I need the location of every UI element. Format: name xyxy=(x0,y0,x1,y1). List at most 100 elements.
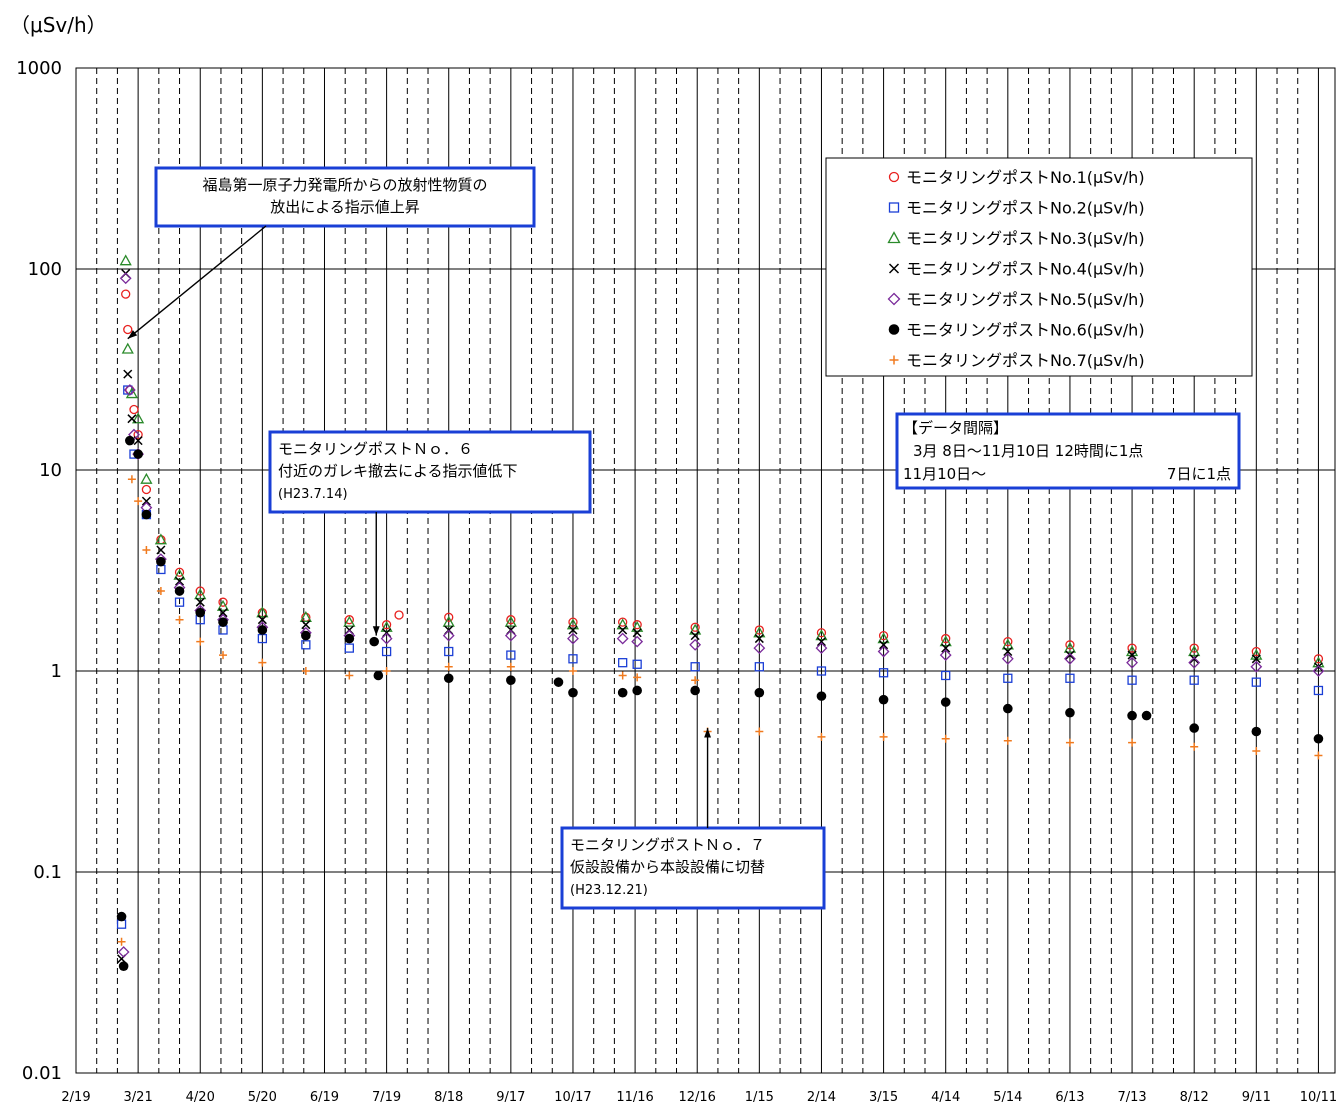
data-point xyxy=(878,668,889,678)
note-line: 11月10日～ xyxy=(903,465,986,483)
data-point xyxy=(119,272,132,285)
x-tick-label: 3/21 xyxy=(124,1090,153,1105)
data-point xyxy=(754,662,764,672)
data-point xyxy=(506,650,516,660)
series-3 xyxy=(119,254,1325,668)
data-point xyxy=(1189,675,1199,685)
y-axis: 1000 100 10 1 0.1 0.01 xyxy=(16,58,62,1084)
x-tick-label: 5/20 xyxy=(248,1090,277,1105)
data-point xyxy=(121,342,134,354)
data-point xyxy=(940,697,951,707)
data-point xyxy=(344,633,355,644)
data-point xyxy=(632,620,642,630)
annotation-text: 仮設設備から本設設備に切替 xyxy=(570,858,765,876)
grid-lines xyxy=(76,68,1335,1073)
data-point xyxy=(257,615,267,625)
data-point xyxy=(156,564,166,575)
data-point xyxy=(258,658,267,667)
data-point xyxy=(381,646,392,657)
x-tick-label: 8/18 xyxy=(434,1090,463,1105)
data-point xyxy=(141,484,152,495)
data-point xyxy=(877,645,890,658)
annotation-text: モニタリングポストＮｏ．６ xyxy=(278,440,473,458)
x-tick-label: 1/15 xyxy=(745,1090,774,1105)
legend-marker xyxy=(888,171,900,183)
data-point xyxy=(567,632,579,645)
data-point xyxy=(878,694,889,705)
data-point xyxy=(816,691,827,701)
data-point xyxy=(175,615,184,624)
data-point xyxy=(506,675,516,685)
data-point xyxy=(941,633,951,644)
x-tick-label: 4/20 xyxy=(186,1090,215,1105)
legend-marker xyxy=(889,355,899,365)
data-point xyxy=(616,632,629,645)
annotation-text: (H23.7.14) xyxy=(278,487,348,502)
data-point xyxy=(123,369,133,379)
data-point xyxy=(504,629,517,642)
data-point xyxy=(816,666,827,676)
y-tick-label: 100 xyxy=(28,259,62,280)
data-point xyxy=(442,629,455,642)
y-axis-unit: （μSv/h） xyxy=(10,13,107,37)
x-tick-label: 12/16 xyxy=(678,1090,715,1105)
data-point xyxy=(141,509,152,520)
data-point xyxy=(381,620,392,630)
data-point xyxy=(442,615,455,627)
data-point xyxy=(256,606,269,618)
data-point xyxy=(753,642,766,655)
data-point xyxy=(1064,652,1076,665)
y-tick-label: 10 xyxy=(39,460,62,481)
data-point xyxy=(195,607,206,618)
data-point xyxy=(117,946,130,958)
data-point xyxy=(1003,673,1013,683)
data-point xyxy=(125,435,135,446)
data-point xyxy=(690,685,700,696)
legend-entry: モニタリングポストNo.1(μSv/h) xyxy=(888,168,1145,187)
legend-entry: モニタリングポストNo.2(μSv/h) xyxy=(888,199,1145,218)
legend-marker xyxy=(888,263,900,274)
data-point xyxy=(633,673,642,682)
data-point xyxy=(194,588,207,600)
data-point xyxy=(617,687,628,698)
data-point xyxy=(553,677,564,687)
data-point xyxy=(815,629,828,641)
data-point xyxy=(140,472,153,484)
data-point xyxy=(1003,736,1012,745)
data-point xyxy=(568,625,578,635)
data-point xyxy=(941,734,950,743)
data-point xyxy=(1126,656,1138,669)
data-point xyxy=(815,642,828,655)
data-point xyxy=(133,429,143,440)
data-point xyxy=(443,673,454,684)
data-point xyxy=(632,685,642,696)
data-point xyxy=(618,625,628,635)
data-point xyxy=(1003,636,1013,647)
note-line: 7日に1点 xyxy=(1167,465,1231,483)
data-point xyxy=(1251,654,1261,664)
data-point xyxy=(939,649,952,662)
annotation-arrowhead xyxy=(372,626,380,636)
data-point xyxy=(127,475,136,484)
data-point xyxy=(216,599,230,611)
data-points xyxy=(116,254,1325,971)
data-point xyxy=(1063,641,1077,653)
annotation-text: (H23.12.21) xyxy=(570,883,648,898)
data-point xyxy=(301,620,311,630)
series-7 xyxy=(117,475,1323,946)
data-point xyxy=(1128,738,1137,747)
data-point xyxy=(879,732,888,741)
data-point xyxy=(690,622,700,632)
data-point xyxy=(142,545,151,554)
note-line: 3月 8日～11月10日 12時間に1点 xyxy=(913,442,1143,460)
data-point xyxy=(1313,733,1324,744)
annotation-box xyxy=(268,430,592,514)
data-point xyxy=(141,496,151,506)
data-point xyxy=(1250,660,1263,673)
data-point xyxy=(1065,650,1075,660)
data-point xyxy=(1189,654,1199,664)
data-point xyxy=(618,671,627,680)
data-point xyxy=(632,659,642,669)
data-point xyxy=(132,412,145,424)
